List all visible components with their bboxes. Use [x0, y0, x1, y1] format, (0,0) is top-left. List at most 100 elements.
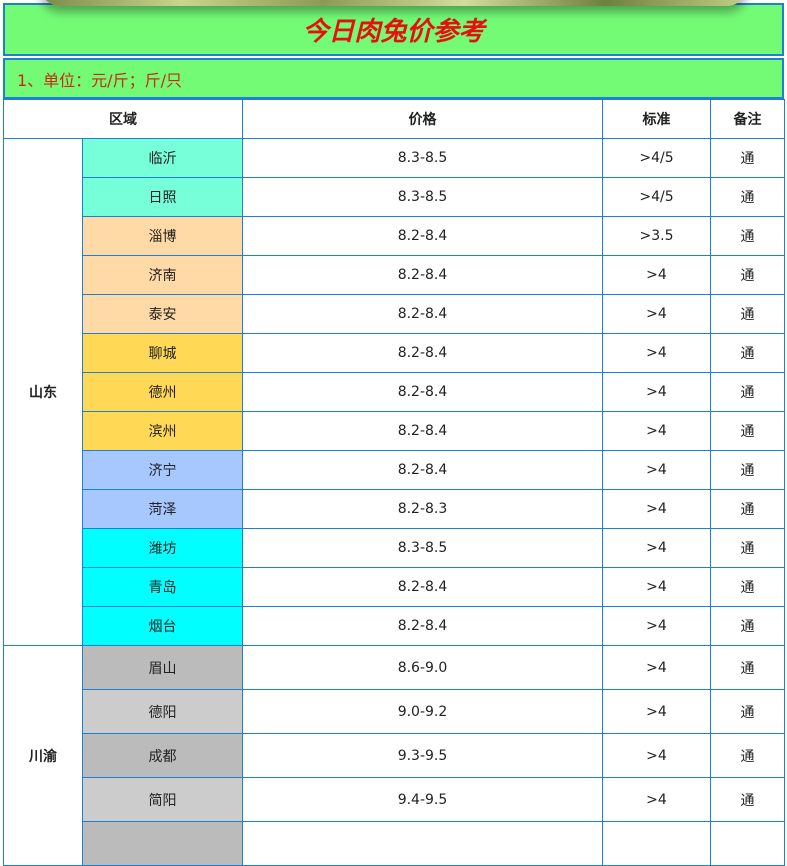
standard-cell: >4 — [602, 567, 711, 607]
note-cell: 通 — [710, 645, 785, 690]
price-cell: 8.2-8.4 — [242, 294, 603, 334]
table-row: 日照 8.3-8.5 >4/5 通 — [4, 177, 785, 217]
note-cell: 通 — [710, 216, 785, 256]
price-cell — [242, 821, 603, 866]
standard-cell: >4 — [602, 450, 711, 490]
price-cell: 8.2-8.4 — [242, 450, 603, 490]
standard-cell: >4 — [602, 733, 711, 778]
city-cell: 德州 — [82, 372, 243, 412]
table-row: 菏泽 8.2-8.3 >4 通 — [4, 489, 785, 529]
table-row — [4, 821, 785, 866]
city-cell: 菏泽 — [82, 489, 243, 529]
city-cell: 烟台 — [82, 606, 243, 646]
table-row: 烟台 8.2-8.4 >4 通 — [4, 606, 785, 646]
region-cell: 山东 — [3, 138, 83, 646]
price-cell: 9.4-9.5 — [242, 777, 603, 822]
city-cell: 青岛 — [82, 567, 243, 607]
city-cell: 眉山 — [82, 645, 243, 690]
note-cell — [710, 821, 785, 866]
price-cell: 8.3-8.5 — [242, 138, 603, 178]
table-row: 成都 9.3-9.5 >4 通 — [4, 733, 785, 778]
header-standard: 标准 — [602, 99, 711, 139]
table-row: 济南 8.2-8.4 >4 通 — [4, 255, 785, 295]
table-row: 聊城 8.2-8.4 >4 通 — [4, 333, 785, 373]
standard-cell — [602, 821, 711, 866]
city-cell — [82, 821, 243, 866]
table-row: 简阳 9.4-9.5 >4 通 — [4, 777, 785, 822]
table-row: 潍坊 8.3-8.5 >4 通 — [4, 528, 785, 568]
price-table: 区域 价格 标准 备注 山东 临沂 8.3-8.5 >4/5 通日照 8.3-8.5 >4/… — [3, 99, 785, 866]
table-row: 淄博 8.2-8.4 >3.5 通 — [4, 216, 785, 256]
price-cell: 8.2-8.4 — [242, 567, 603, 607]
price-cell: 8.2-8.3 — [242, 489, 603, 529]
city-cell: 滨州 — [82, 411, 243, 451]
region-cell: 川渝 — [3, 645, 83, 866]
standard-cell: >3.5 — [602, 216, 711, 256]
note-cell: 通 — [710, 294, 785, 334]
standard-cell: >4 — [602, 411, 711, 451]
note-cell: 通 — [710, 138, 785, 178]
city-cell: 潍坊 — [82, 528, 243, 568]
price-cell: 8.2-8.4 — [242, 606, 603, 646]
note-cell: 通 — [710, 255, 785, 295]
table-row: 泰安 8.2-8.4 >4 通 — [4, 294, 785, 334]
standard-cell: >4 — [602, 777, 711, 822]
standard-cell: >4 — [602, 645, 711, 690]
standard-cell: >4 — [602, 606, 711, 646]
price-cell: 8.2-8.4 — [242, 372, 603, 412]
table-row: 青岛 8.2-8.4 >4 通 — [4, 567, 785, 607]
price-cell: 8.2-8.4 — [242, 411, 603, 451]
standard-cell: >4 — [602, 372, 711, 412]
header-row: 区域 价格 标准 备注 — [3, 99, 785, 139]
header-region: 区域 — [3, 99, 243, 139]
standard-cell: >4/5 — [602, 177, 711, 217]
note-cell: 通 — [710, 567, 785, 607]
header-note: 备注 — [710, 99, 785, 139]
table-row: 济宁 8.2-8.4 >4 通 — [4, 450, 785, 490]
note-cell: 通 — [710, 450, 785, 490]
city-cell: 泰安 — [82, 294, 243, 334]
table-row: 山东 临沂 8.3-8.5 >4/5 通 — [3, 138, 785, 646]
note-cell: 通 — [710, 489, 785, 529]
note-cell: 通 — [710, 689, 785, 734]
price-cell: 8.6-9.0 — [242, 645, 603, 690]
note-cell: 通 — [710, 333, 785, 373]
price-cell: 9.0-9.2 — [242, 689, 603, 734]
table-row: 滨州 8.2-8.4 >4 通 — [4, 411, 785, 451]
units-note: 1、单位：元/斤；斤/只 — [3, 58, 784, 99]
city-cell: 聊城 — [82, 333, 243, 373]
standard-cell: >4/5 — [602, 138, 711, 178]
standard-cell: >4 — [602, 528, 711, 568]
city-cell: 济宁 — [82, 450, 243, 490]
table-row: 德阳 9.0-9.2 >4 通 — [4, 689, 785, 734]
note-cell: 通 — [710, 177, 785, 217]
city-cell: 济南 — [82, 255, 243, 295]
price-cell: 8.3-8.5 — [242, 528, 603, 568]
city-cell: 德阳 — [82, 689, 243, 734]
price-cell: 8.3-8.5 — [242, 177, 603, 217]
note-cell: 通 — [710, 606, 785, 646]
price-cell: 8.2-8.4 — [242, 333, 603, 373]
table-row: 川渝 眉山 8.6-9.0 >4 通 — [3, 645, 785, 866]
price-cell: 8.2-8.4 — [242, 255, 603, 295]
city-cell: 临沂 — [82, 138, 243, 178]
note-cell: 通 — [710, 733, 785, 778]
city-cell: 淄博 — [82, 216, 243, 256]
note-cell: 通 — [710, 777, 785, 822]
standard-cell: >4 — [602, 294, 711, 334]
table-row: 德州 8.2-8.4 >4 通 — [4, 372, 785, 412]
standard-cell: >4 — [602, 255, 711, 295]
header-banner-image — [40, 0, 747, 6]
note-cell: 通 — [710, 411, 785, 451]
standard-cell: >4 — [602, 689, 711, 734]
standard-cell: >4 — [602, 489, 711, 529]
note-cell: 通 — [710, 528, 785, 568]
note-cell: 通 — [710, 372, 785, 412]
city-cell: 简阳 — [82, 777, 243, 822]
page-title: 今日肉兔价参考 — [3, 3, 784, 56]
standard-cell: >4 — [602, 333, 711, 373]
header-price: 价格 — [242, 99, 603, 139]
price-sheet: 今日肉兔价参考 1、单位：元/斤；斤/只 区域 价格 标准 备注 山东 临沂 8.3… — [3, 3, 785, 866]
city-cell: 成都 — [82, 733, 243, 778]
price-cell: 8.2-8.4 — [242, 216, 603, 256]
